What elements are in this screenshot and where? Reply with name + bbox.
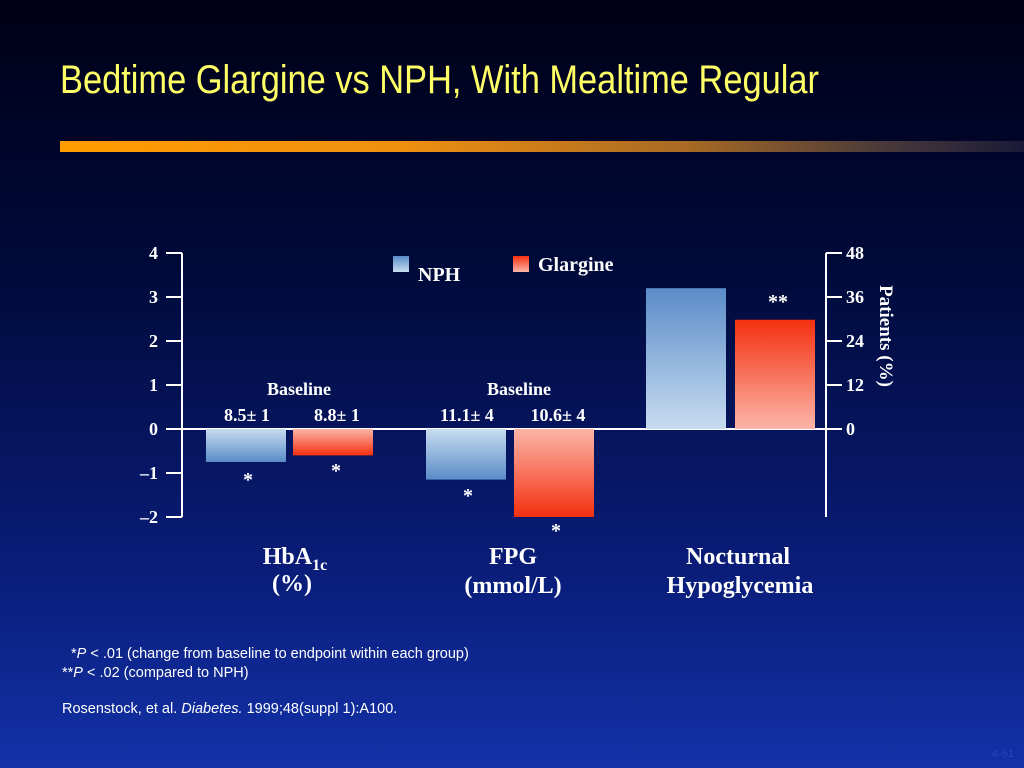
category-label-nocturnal-hypoglycemia: Nocturnal Hypoglycemia [667,544,814,599]
right-axis-ticks: 48 36 24 12 0 [826,243,864,439]
legend: NPH Glargine [393,254,614,286]
left-tick-label: 4 [149,243,158,263]
left-tick-label: 3 [149,287,158,307]
category-label-line: Nocturnal [686,544,790,570]
category-label-line: Hypoglycemia [667,573,814,599]
left-tick-label: 1 [149,375,158,395]
baseline-value-nph: 8.5± 1 [224,405,270,425]
annotation-hba1c-nph: * [243,469,253,491]
left-tick-label: –1 [139,463,158,483]
footnote-text: < .02 (compared to NPH) [82,665,249,681]
bar-nocturnal-hypoglycemia-glargine [735,319,815,429]
legend-label-nph: NPH [418,264,461,286]
legend-swatch-nph [393,256,409,272]
category-label-line: (mmol/L) [464,573,561,599]
baseline-value-glargine: 8.8± 1 [314,405,360,425]
legend-swatch-glargine [513,256,529,272]
footnote-1: *P < .01 (change from baseline to endpoi… [62,645,469,664]
citation-details: 1999;48(suppl 1):A100. [242,701,398,717]
annotation-hypo-glargine: ** [768,291,788,313]
bar-fpg-glargine [514,429,594,517]
footnote-p: P [73,665,83,681]
bars [206,288,815,517]
category-label-line: HbA1c [263,544,327,574]
right-tick-label: 12 [846,375,864,395]
right-tick-label: 48 [846,243,864,263]
footnotes: *P < .01 (change from baseline to endpoi… [62,645,469,683]
annotation-fpg-nph: * [463,485,473,507]
category-label-hba1c: HbA1c (%) [263,544,327,597]
left-tick-label: –2 [139,507,158,527]
right-tick-label: 24 [846,331,864,351]
category-label-line: (%) [272,571,312,597]
citation: Rosenstock, et al. Diabetes. 1999;48(sup… [62,701,397,717]
category-label-fpg: FPG (mmol/L) [464,544,561,599]
bar-hba1c-glargine [293,429,373,456]
category-label-line: FPG [489,544,537,570]
bar-hba1c-nph [206,429,286,462]
right-tick-label: 0 [846,419,855,439]
annotation-fpg-glargine: * [551,520,561,542]
citation-authors: Rosenstock, et al. [62,701,182,717]
bar-nocturnal-hypoglycemia-nph [646,288,726,429]
footnote-p: P [76,646,87,662]
right-axis-label: Patients (%) [875,285,896,387]
legend-label-glargine: Glargine [538,254,614,276]
footnote-text: < .01 (change from baseline to endpoint … [86,646,469,662]
citation-journal: Diabetes. [181,701,243,717]
left-tick-label: 0 [149,419,158,439]
left-axis-ticks: 4 3 2 1 0 –1 –2 [139,243,182,527]
title-underline [60,141,1024,152]
slide-number: 4-61 [991,748,1014,760]
baseline-fpg: Baseline 11.1± 4 10.6± 4 [440,379,585,425]
baseline-label: Baseline [267,379,331,399]
footnote-stars: ** [62,665,74,681]
bar-chart: 4 3 2 1 0 –1 –2 48 36 24 12 0 Patients (%) NPH Gla… [139,243,896,599]
right-tick-label: 36 [846,287,864,307]
left-tick-label: 2 [149,331,158,351]
slide-title: Bedtime Glargine vs NPH, With Mealtime R… [60,58,819,102]
baseline-label: Baseline [487,379,551,399]
baseline-value-nph: 11.1± 4 [440,405,494,425]
baseline-value-glargine: 10.6± 4 [531,405,586,425]
footnote-2: **P < .02 (compared to NPH) [62,664,469,683]
baseline-hba1c: Baseline 8.5± 1 8.8± 1 [224,379,360,425]
bar-fpg-nph [426,429,506,480]
annotation-hba1c-glargine: * [331,460,341,482]
footnote-stars: * [71,646,77,662]
